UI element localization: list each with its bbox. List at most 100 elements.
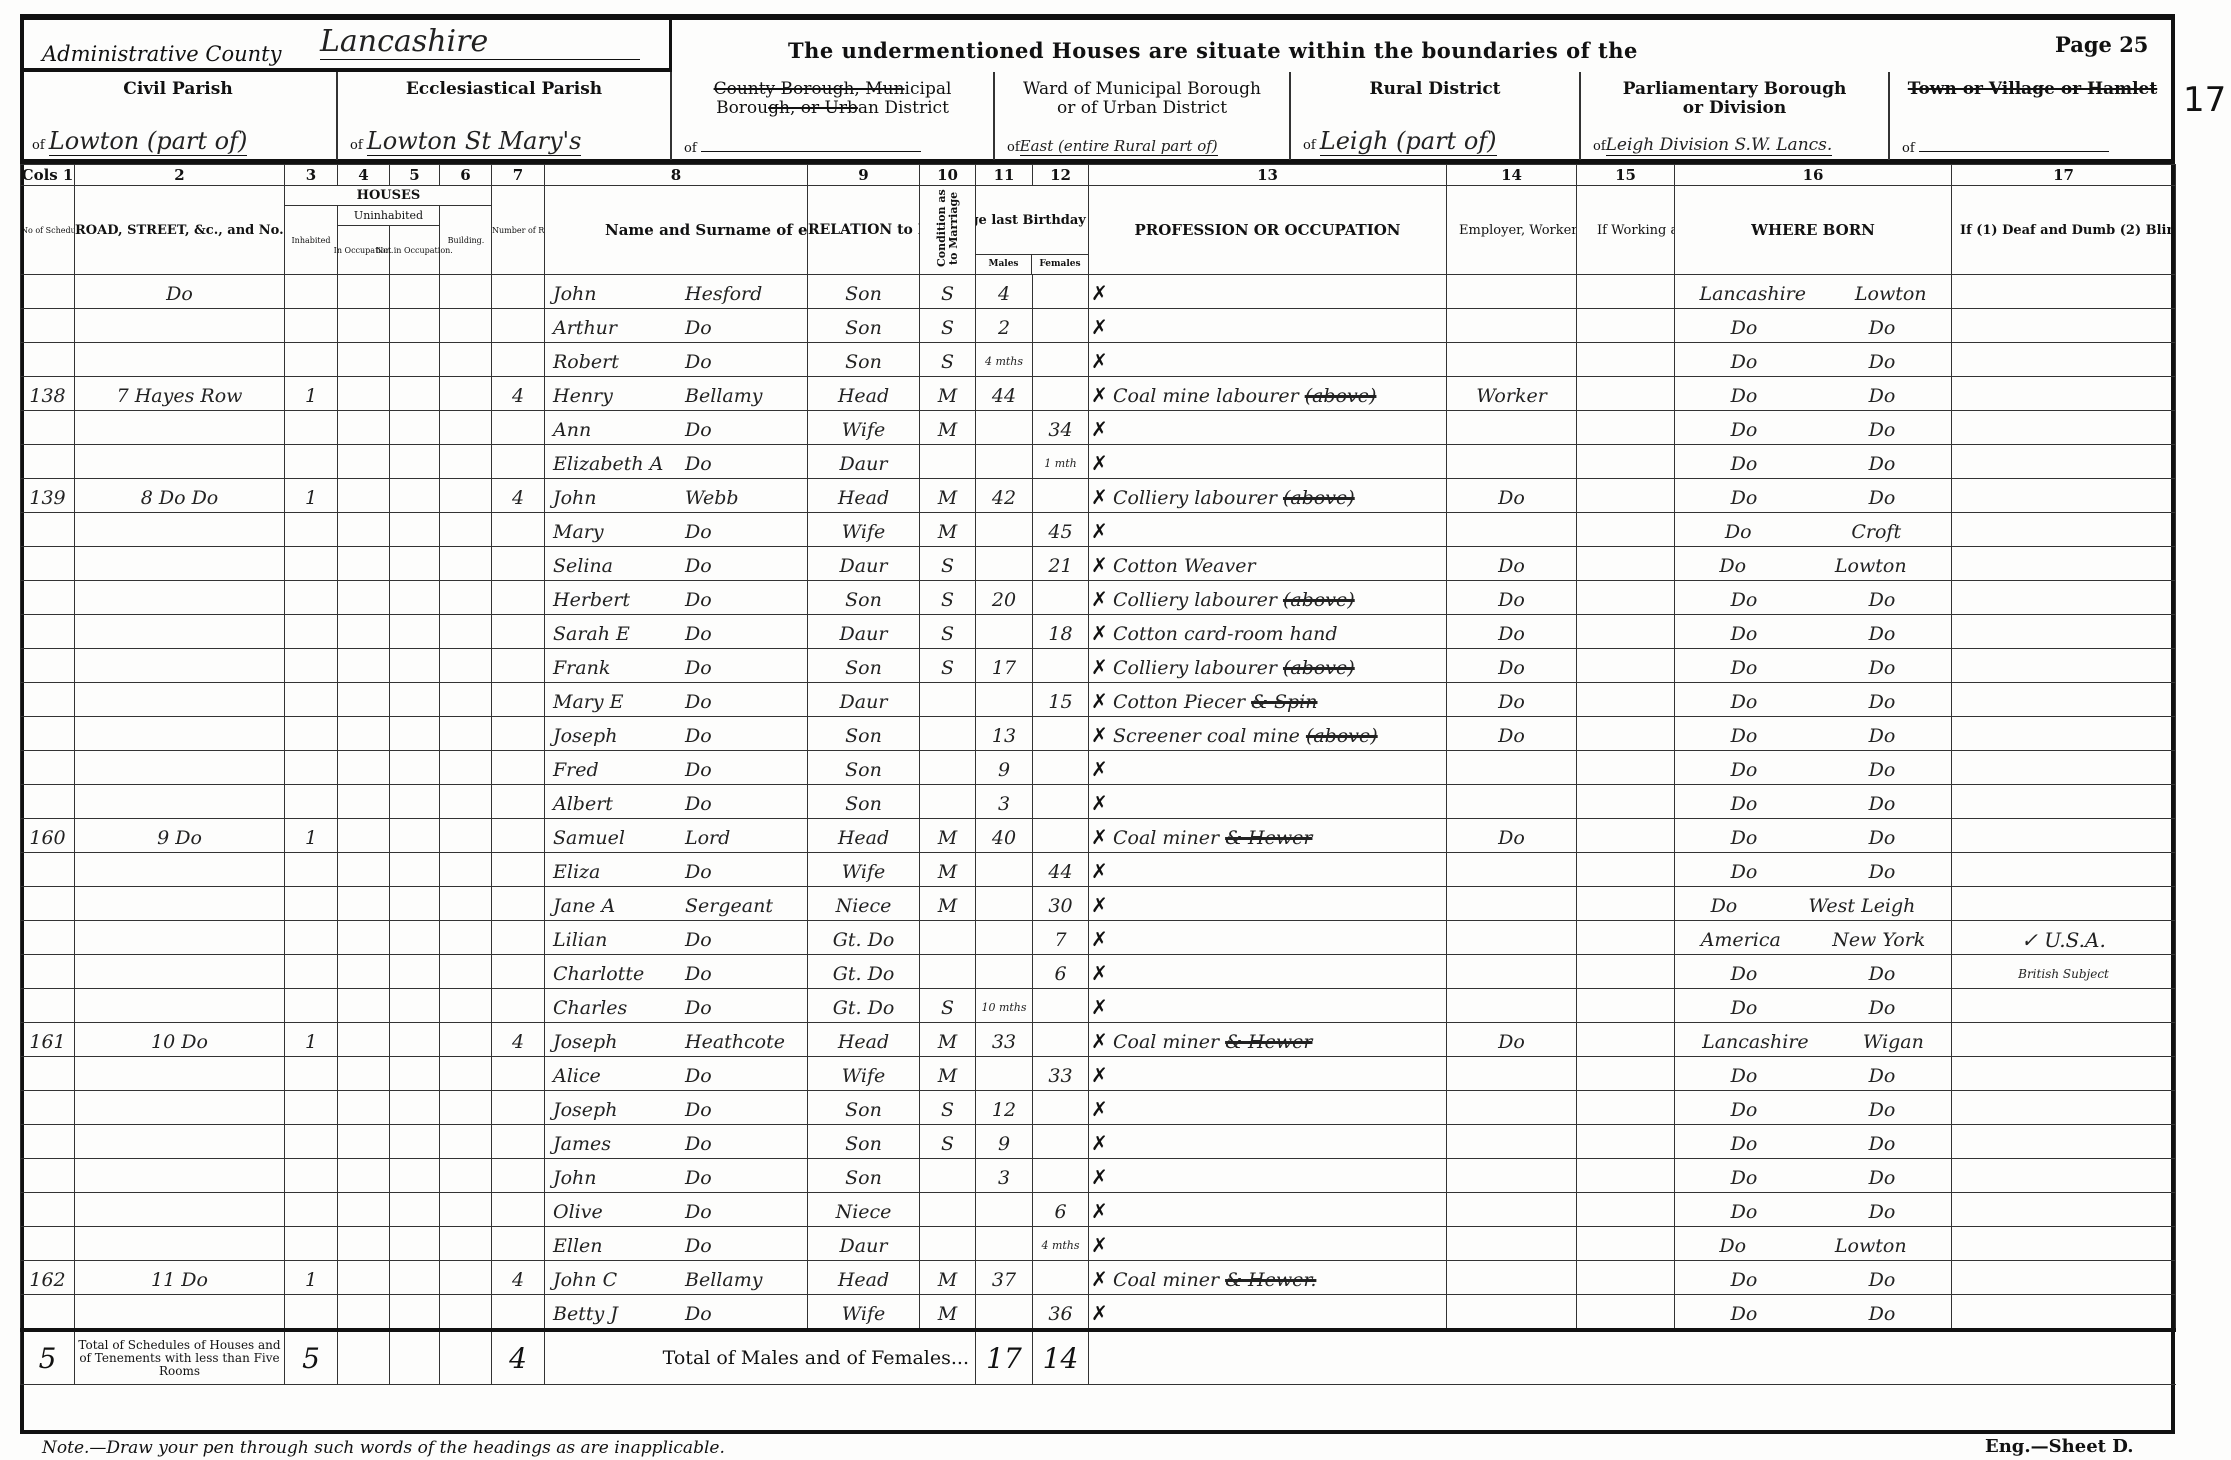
person-name: Robert Do — [544, 342, 808, 377]
person-name: Betty J Do — [544, 1294, 808, 1331]
rooms — [491, 1192, 545, 1227]
rooms — [491, 648, 545, 683]
surname: Do — [685, 1099, 712, 1121]
condition — [919, 920, 976, 955]
first-name: John — [553, 283, 597, 305]
not-in-occupation — [389, 342, 440, 377]
person-name: Sarah E Do — [544, 614, 808, 649]
town-village-hamlet-value — [1918, 151, 2109, 152]
person-name: Samuel Lord — [544, 818, 808, 853]
table-row: Jane A Sergeant Niece M 30 ✗ Do West Leigh — [20, 886, 2176, 921]
employment-status — [1446, 308, 1577, 343]
relation: Daur — [807, 546, 920, 581]
in-occupation — [337, 648, 390, 683]
where-born: Do Do — [1674, 1294, 1952, 1331]
table-row: Betty J Do Wife M 36 ✗ Do Do — [20, 1294, 2176, 1331]
header-condition: Condition as to Marriage — [919, 185, 976, 275]
age-female — [1032, 750, 1089, 785]
surname: Do — [685, 997, 712, 1019]
table-row: Alice Do Wife M 33 ✗ Do Do — [20, 1056, 2176, 1091]
surname: Do — [685, 589, 712, 611]
address — [74, 954, 285, 989]
age-male: 17 — [975, 648, 1033, 683]
infirmity — [1951, 750, 2176, 785]
condition: S — [919, 988, 976, 1023]
working-at-home — [1576, 750, 1675, 785]
birth-place: Lowton — [1834, 1235, 1907, 1257]
ecclesiastical-parish: Ecclesiastical Parish of Lowton St Mary'… — [338, 72, 672, 160]
cross-mark-icon: ✗ — [1091, 1199, 1108, 1223]
working-at-home — [1576, 410, 1675, 445]
birth-county: Do — [1730, 963, 1758, 985]
inhabited — [284, 784, 338, 819]
table-row: Selina Do Daur S 21 ✗ Cotton Weaver Do Do Lowton — [20, 546, 2176, 581]
condition: M — [919, 410, 976, 445]
schedule-number — [20, 716, 75, 751]
age-female — [1032, 818, 1089, 853]
age-female — [1032, 1158, 1089, 1193]
person-name: Olive Do — [544, 1192, 808, 1227]
where-born: Do Lowton — [1674, 546, 1952, 581]
civil-parish-value: Lowton (part of) — [48, 127, 248, 156]
infirmity — [1951, 1260, 2176, 1295]
occupation: ✗ — [1088, 1226, 1447, 1261]
relation: Head — [807, 818, 920, 853]
where-born-pair: Do Do — [1676, 486, 1951, 510]
where-born-pair: Do Lowton — [1676, 554, 1951, 578]
employment-status — [1446, 1158, 1577, 1193]
where-born: Do Do — [1674, 682, 1952, 717]
age-female — [1032, 648, 1089, 683]
where-born: Do Do — [1674, 342, 1952, 377]
birth-county: Do — [1730, 351, 1758, 373]
surname: Heathcote — [685, 1031, 785, 1053]
where-born-pair: Do Do — [1676, 1302, 1951, 1326]
building — [439, 784, 492, 819]
age-male: 33 — [975, 1022, 1033, 1057]
address: 10 Do — [74, 1022, 285, 1057]
cross-mark-icon: ✗ — [1091, 621, 1108, 645]
surname: Lord — [685, 827, 731, 849]
building — [439, 716, 492, 751]
not-in-occupation — [389, 750, 440, 785]
working-at-home — [1576, 342, 1675, 377]
where-born: Do Do — [1674, 614, 1952, 649]
employment-status — [1446, 1124, 1577, 1159]
infirmity — [1951, 308, 2176, 343]
schedule-number — [20, 546, 75, 581]
address — [74, 750, 285, 785]
schedule-number — [20, 1294, 75, 1331]
occupation: ✗ Cotton card-room hand — [1088, 614, 1447, 649]
inhabited — [284, 546, 338, 581]
cross-mark-icon: ✗ — [1091, 723, 1108, 747]
inhabited — [284, 444, 338, 479]
infirmity — [1951, 988, 2176, 1023]
inhabited — [284, 920, 338, 955]
infirmity — [1951, 1226, 2176, 1261]
in-occupation — [337, 750, 390, 785]
relation: Gt. Do — [807, 920, 920, 955]
table-row: Charles Do Gt. Do S 10 mths ✗ Do Do — [20, 988, 2176, 1023]
birth-place: Do — [1868, 963, 1896, 985]
schedule-number: 138 — [20, 376, 75, 411]
cross-mark-icon: ✗ — [1091, 1233, 1108, 1257]
where-born: Do Do — [1674, 784, 1952, 819]
person-name: Charlotte Do — [544, 954, 808, 989]
column-number: 10 — [919, 164, 976, 186]
working-at-home — [1576, 1192, 1675, 1227]
birth-county: Do — [1730, 1133, 1758, 1155]
person-name: Joseph Do — [544, 1090, 808, 1125]
occupation: ✗ Screener coal mine (above) — [1088, 716, 1447, 751]
occupation: ✗ — [1088, 274, 1447, 309]
occupation: ✗ — [1088, 512, 1447, 547]
occupation-text: Cotton Piecer — [1113, 691, 1246, 713]
inhabited — [284, 1226, 338, 1261]
infirmity — [1951, 682, 2176, 717]
infirmity — [1951, 1192, 2176, 1227]
birth-place: Do — [1868, 1065, 1896, 1087]
infirmity — [1951, 852, 2176, 887]
occupation-struck-text: & Hewer. — [1225, 1269, 1317, 1291]
address — [74, 410, 285, 445]
where-born: Do Do — [1674, 410, 1952, 445]
county-borough-label: County Borough, Municipal Borough, or Ur… — [672, 72, 993, 118]
age-male — [975, 444, 1033, 479]
